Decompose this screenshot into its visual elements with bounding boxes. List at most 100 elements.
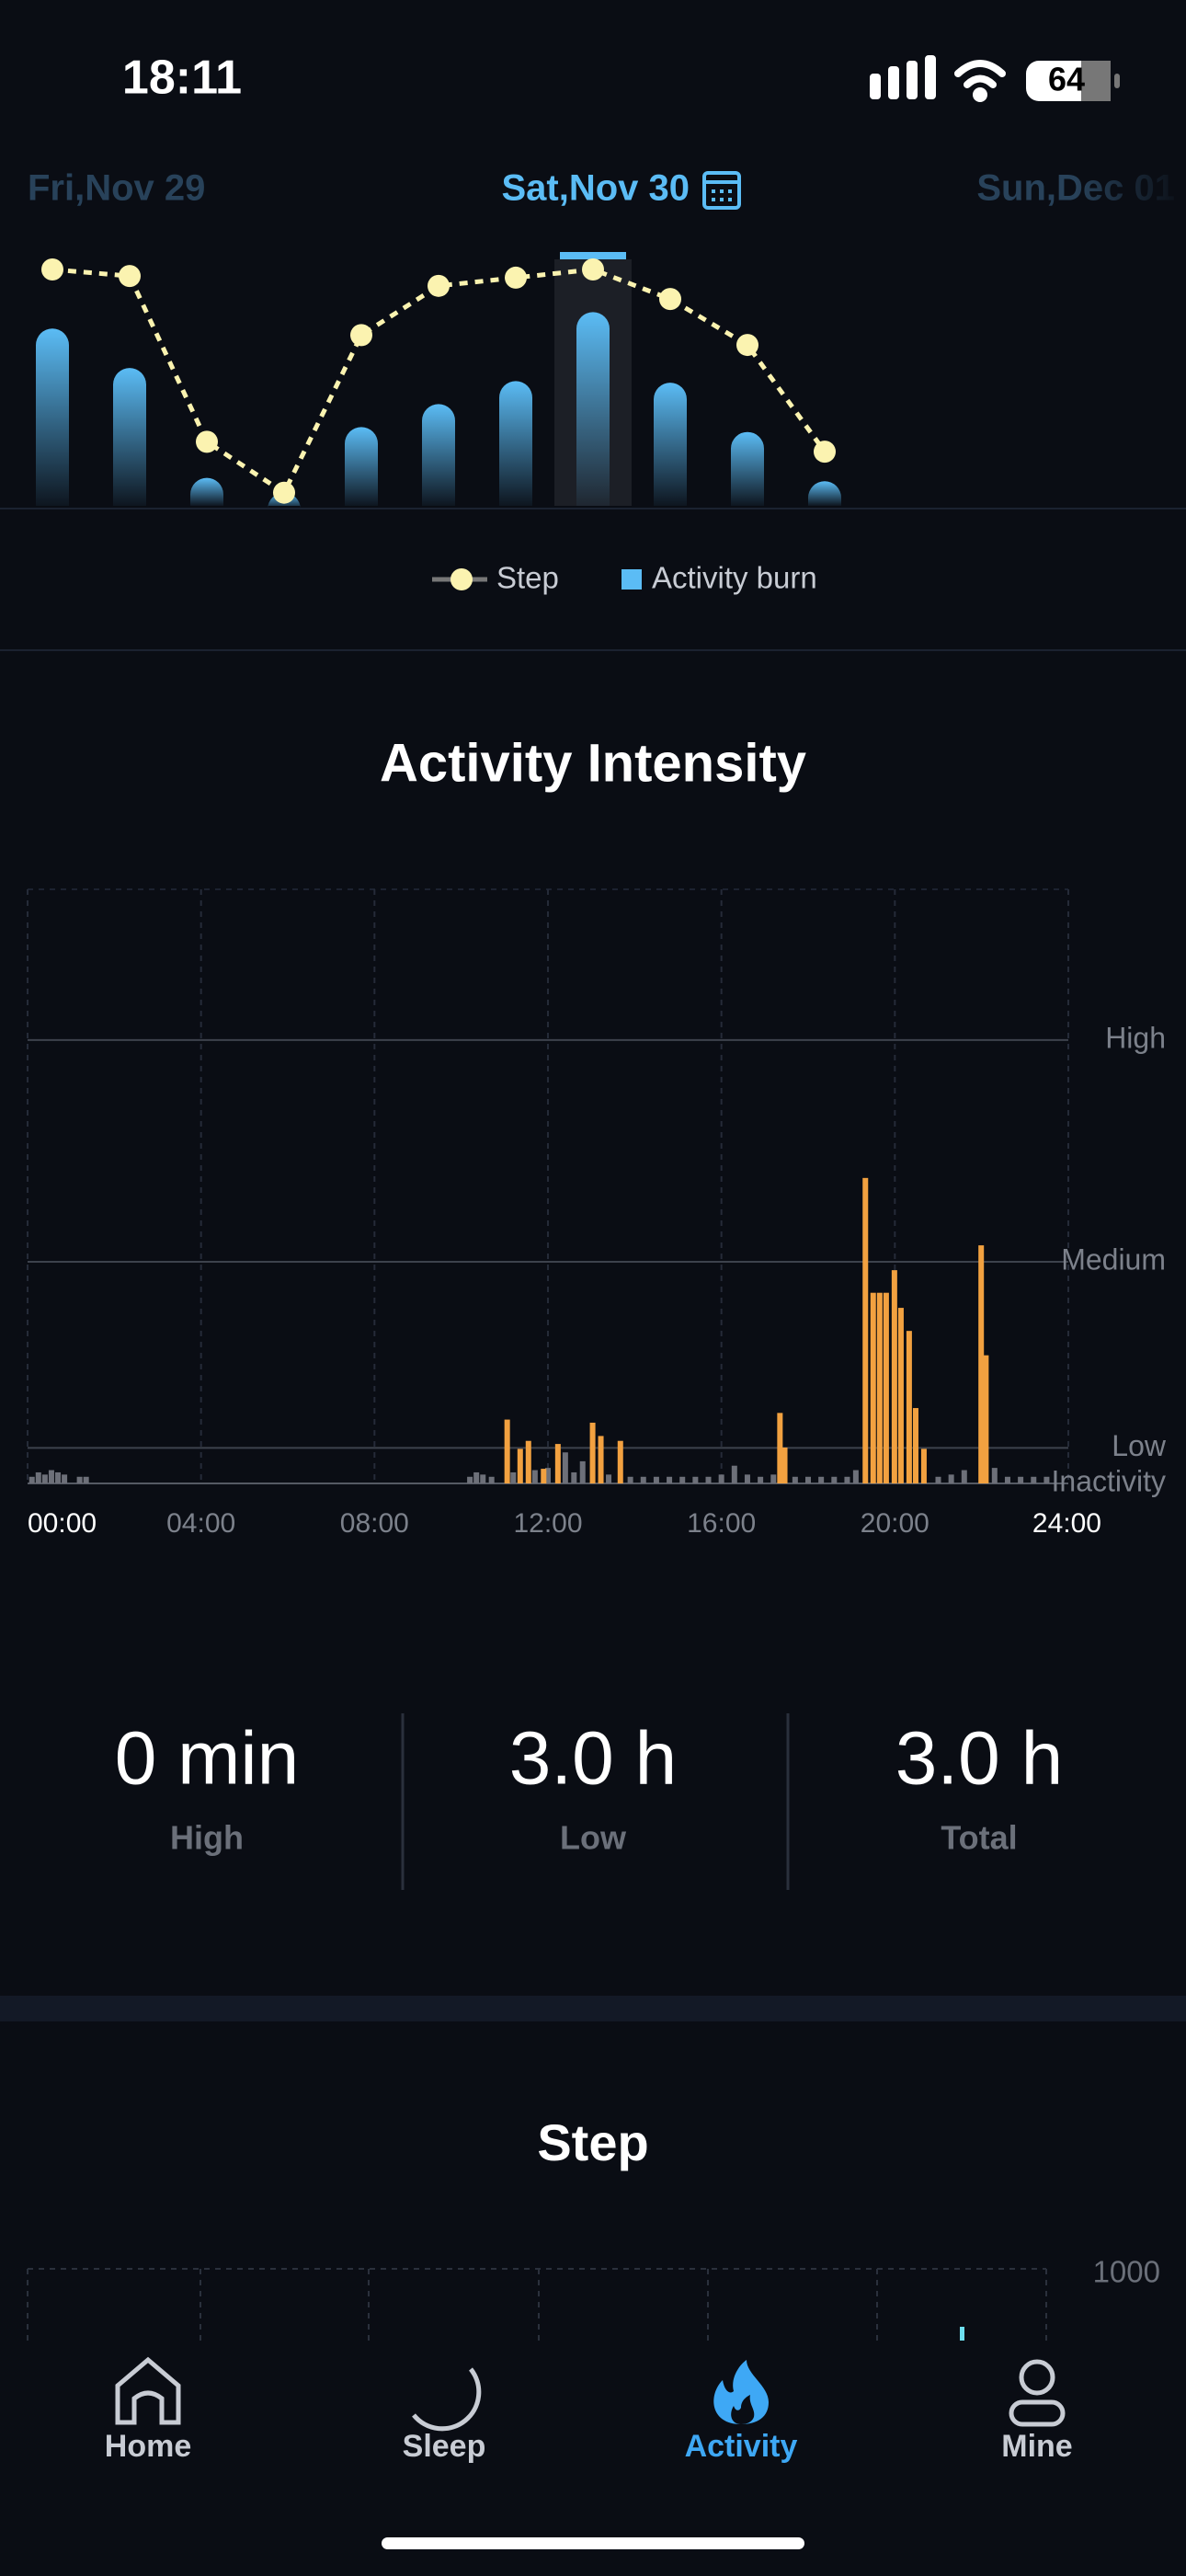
bar: [654, 383, 687, 506]
summary-label: High: [170, 1819, 244, 1857]
legend-marker: [450, 568, 473, 590]
intensity-bar: [504, 1419, 510, 1483]
step-grid: [27, 2268, 1047, 2341]
intensity-bar: [912, 1408, 918, 1483]
intensity-bar: [844, 1476, 850, 1483]
intensity-bar: [617, 1440, 623, 1483]
intensity-bar: [744, 1474, 750, 1483]
intensity-bar: [598, 1436, 604, 1483]
intensity-bar: [718, 1474, 724, 1483]
intensity-bar: [1043, 1476, 1050, 1483]
section-band: [0, 1996, 1186, 2021]
y-tick-label: Medium: [1061, 1242, 1166, 1276]
step-dot: [736, 334, 758, 357]
bar: [422, 404, 455, 506]
summary: 0 min High 3.0 h Low 3.0 h Total: [115, 1713, 1063, 1890]
intensity-bar: [831, 1476, 838, 1483]
y-tick-label: Inactivity: [1052, 1464, 1166, 1497]
x-tick-label: 00:00: [28, 1508, 97, 1539]
tab-label[interactable]: Activity: [685, 2429, 798, 2464]
tab-label[interactable]: Home: [105, 2429, 191, 2464]
intensity-bar: [554, 1444, 561, 1483]
bar: [731, 431, 764, 506]
intensity-bar: [1031, 1476, 1037, 1483]
intensity-bar: [692, 1476, 699, 1483]
intensity-bar: [83, 1476, 89, 1483]
intensity-bar: [891, 1270, 897, 1483]
y-tick-label: High: [1105, 1021, 1166, 1054]
tab-label[interactable]: Mine: [1001, 2429, 1072, 2464]
calendar-icon[interactable]: [702, 171, 741, 210]
intensity-bar: [510, 1471, 517, 1483]
date-previous[interactable]: Fri,Nov 29: [28, 168, 205, 209]
step-dot: [659, 288, 681, 311]
intensity-bar: [562, 1452, 568, 1483]
y-tick-label: 1000: [1093, 2255, 1160, 2289]
intensity-bar: [978, 1245, 985, 1483]
intensity-bar: [883, 1292, 889, 1483]
intensity-bar: [852, 1470, 859, 1483]
intensity-bar: [862, 1177, 869, 1483]
intensity-bar: [1004, 1476, 1010, 1483]
legend-label: Step: [496, 561, 559, 595]
legend-label: Activity burn: [652, 561, 817, 595]
intensity-bar: [667, 1476, 673, 1483]
home-icon[interactable]: [115, 2356, 181, 2425]
step-dot: [350, 324, 372, 347]
battery-cap: [1114, 74, 1120, 88]
selection-marker: [560, 252, 626, 259]
tab-bar: [0, 2341, 1186, 2571]
bar: [345, 427, 378, 506]
intensity-bar: [792, 1476, 798, 1483]
activity-icon-inner: [731, 2395, 755, 2424]
intensity-bar: [983, 1355, 989, 1483]
step-dot: [119, 265, 141, 288]
summary-value: 3.0 h: [509, 1717, 677, 1801]
x-tick-label: 04:00: [166, 1508, 235, 1539]
overview-chart: [36, 252, 841, 509]
intensity-bar: [876, 1292, 883, 1483]
sleep-icon[interactable]: [412, 2367, 482, 2432]
intensity-bar: [705, 1476, 712, 1483]
step-dot: [428, 274, 450, 297]
home-indicator: [382, 2537, 804, 2549]
intensity-bar: [589, 1422, 596, 1483]
signal-icon: [870, 55, 936, 99]
activity-icon[interactable]: [713, 2360, 769, 2424]
intensity-bar: [920, 1448, 927, 1483]
y-tick-label: Low: [1112, 1429, 1167, 1462]
mine-icon[interactable]: [1009, 2359, 1066, 2427]
summary-value: 3.0 h: [895, 1717, 1063, 1801]
intensity-bar: [679, 1476, 686, 1483]
intensity-bar: [55, 1471, 62, 1483]
intensity-bar: [906, 1331, 912, 1483]
intensity-bar: [897, 1308, 904, 1483]
intensity-bar: [488, 1476, 495, 1483]
intensity-bar: [35, 1471, 41, 1483]
intensity-bar: [41, 1474, 48, 1483]
intensity-chart: 00:00 04:00 08:00 12:00 16:00 20:00 24:00 Inact…: [27, 888, 1167, 1539]
step-dot: [41, 258, 63, 280]
intensity-bar: [870, 1292, 876, 1483]
bar: [499, 381, 532, 506]
x-tick-label: 16:00: [687, 1508, 756, 1539]
status-time: 18:11: [122, 52, 242, 105]
summary-label: Low: [560, 1819, 627, 1857]
summary-label: Total: [941, 1819, 1017, 1857]
date-current[interactable]: Sat,Nov 30: [501, 168, 690, 209]
step-dot: [273, 481, 295, 504]
fade: [1076, 166, 1186, 216]
tab-label[interactable]: Sleep: [403, 2429, 486, 2464]
battery-empty: [1081, 61, 1111, 101]
intensity-bar: [805, 1476, 811, 1483]
intensity-bar: [606, 1474, 612, 1483]
intensity-bar: [818, 1476, 825, 1483]
intensity-bar: [579, 1460, 586, 1483]
bar: [36, 328, 69, 506]
wifi-icon: [954, 60, 1006, 102]
intensity-bar: [758, 1476, 764, 1483]
intensity-bar: [76, 1476, 83, 1483]
intensity-bar: [525, 1440, 531, 1483]
intensity-bar: [473, 1471, 480, 1483]
intensity-bar: [571, 1471, 577, 1483]
